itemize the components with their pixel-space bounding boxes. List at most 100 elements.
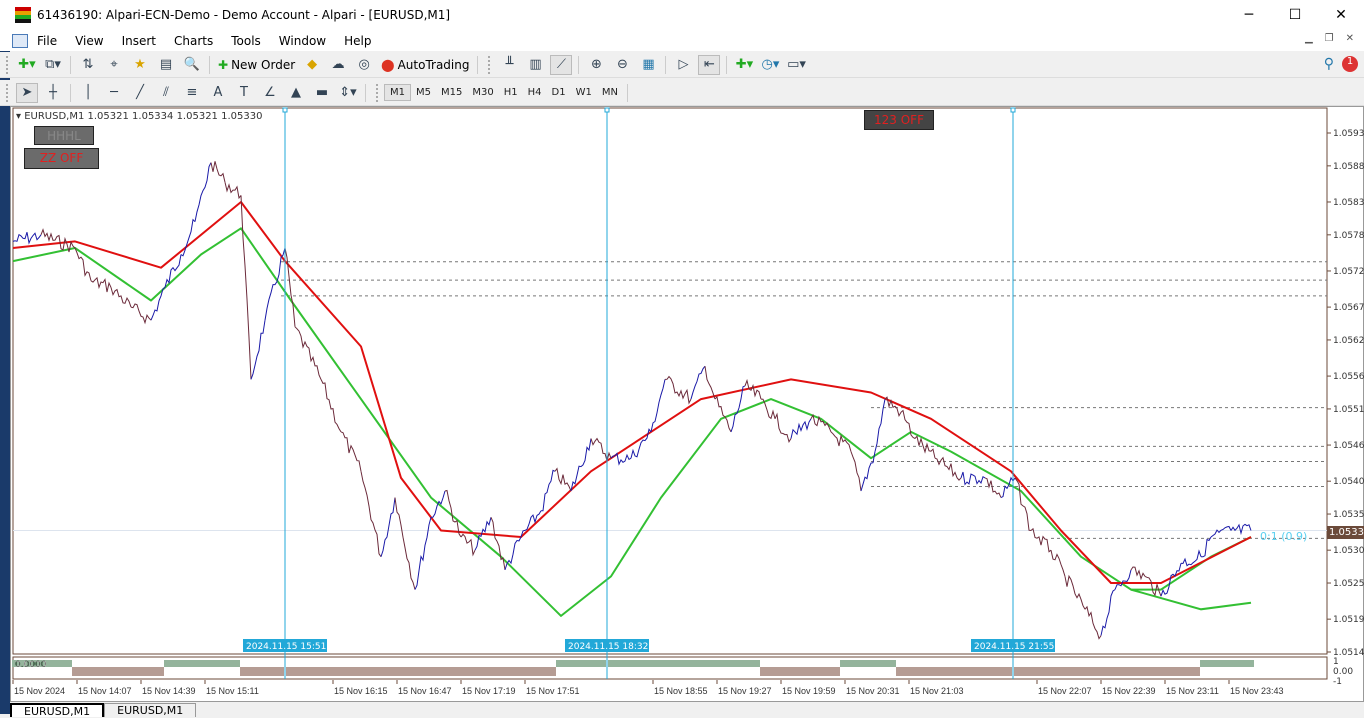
new-order-label: New Order <box>231 57 296 72</box>
tf-m30[interactable]: M30 <box>472 87 494 98</box>
price-segment-down <box>1130 566 1146 581</box>
chart-window-icon[interactable] <box>12 33 28 48</box>
tf-m15[interactable]: M15 <box>441 87 463 98</box>
data-window-icon[interactable]: ⌖ <box>110 57 118 72</box>
vertical-line-handle <box>1010 107 1016 113</box>
menu-file[interactable]: File <box>37 33 58 48</box>
price-segment-up <box>730 385 746 433</box>
tf-mn[interactable]: MN <box>601 87 618 98</box>
tf-w1[interactable]: W1 <box>575 87 592 98</box>
strategy-tester-icon[interactable]: 🔍 <box>183 57 201 72</box>
123-off-button[interactable]: 123 OFF <box>864 110 934 130</box>
chart-shift-icon[interactable]: ⇤ <box>698 54 721 75</box>
new-chart-icon[interactable]: ✚▾ <box>18 57 36 72</box>
time-tick-label: 15 Nov 17:51 <box>526 686 580 696</box>
menu-tools[interactable]: Tools <box>231 33 261 48</box>
price-segment-down <box>1014 477 1032 531</box>
time-tick-label: 15 Nov 19:59 <box>782 686 836 696</box>
menu-view[interactable]: View <box>75 33 104 48</box>
indicators-icon[interactable]: ✚▾ <box>735 57 754 72</box>
tf-h4[interactable]: H4 <box>527 87 542 98</box>
chart-tabs: EURUSD,M1 EURUSD,M1 <box>10 703 197 717</box>
auto-scroll-icon[interactable]: ▷ <box>678 57 689 72</box>
subwindow-axis: 1 0.00 -1 <box>1333 657 1353 687</box>
menu-help[interactable]: Help <box>344 33 372 48</box>
tile-windows-icon[interactable]: ▦ <box>642 57 655 72</box>
fibonacci-icon[interactable]: ≡ <box>186 85 198 100</box>
price-segment-up <box>12 232 42 245</box>
ma-red-line <box>12 201 1252 584</box>
price-segment-up <box>860 451 876 492</box>
crosshair-icon[interactable]: ┼ <box>49 85 57 100</box>
minimize-button[interactable]: ─ <box>1244 7 1254 23</box>
price-tick-label: 1.05145 <box>1333 648 1364 658</box>
text-icon[interactable]: A <box>213 85 223 100</box>
menu-insert[interactable]: Insert <box>121 33 156 48</box>
angle-icon[interactable]: ∠ <box>264 85 276 100</box>
bar-chart-icon[interactable]: ╨ <box>505 57 514 72</box>
mdi-close-icon[interactable]: ✕ <box>1345 33 1354 44</box>
vertical-line-time-bg <box>565 639 649 652</box>
ohlc-readout: EURUSD,M1 1.05321 1.05334 1.05321 1.0533… <box>24 111 263 122</box>
templates-icon[interactable]: ▭▾ <box>787 57 806 72</box>
price-segment-up <box>874 399 886 452</box>
cursor-icon[interactable]: ➤ <box>16 82 38 103</box>
candlestick-icon[interactable]: ▥ <box>529 57 542 72</box>
close-button[interactable]: ✕ <box>1335 7 1347 23</box>
price-segment-down <box>774 412 792 444</box>
hhhl-button[interactable]: HHHL <box>34 126 94 145</box>
zoom-out-icon[interactable]: ⊖ <box>617 57 628 72</box>
menu-window[interactable]: Window <box>278 33 327 48</box>
standard-toolbar: ✚▾ ⧉▾ ⇅ ⌖ ★ ▤ 🔍 ✚ New Order ◆ ☁ ◎ ⬤ AutoTr… <box>0 52 1364 78</box>
price-segment-down <box>704 366 716 400</box>
price-segment-down <box>914 435 936 459</box>
autotrading-button[interactable]: ⬤ AutoTrading <box>377 58 473 72</box>
terminal-icon[interactable]: ▤ <box>159 57 173 72</box>
tf-d1[interactable]: D1 <box>551 87 566 98</box>
text-label-icon[interactable]: T <box>240 85 248 100</box>
signals-icon[interactable]: ◎ <box>358 57 370 72</box>
price-tick-label: 1.05620 <box>1333 336 1364 346</box>
price-tick-label: 1.05195 <box>1333 615 1364 625</box>
line-chart-icon[interactable]: ⟋ <box>550 54 573 75</box>
title-bar: 61436190: Alpari-ECN-Demo - Demo Account… <box>0 0 1364 30</box>
metaeditor-icon[interactable]: ◆ <box>307 57 318 72</box>
rectangle-icon[interactable]: ▬ <box>315 85 329 100</box>
market-watch-icon[interactable]: ⇅ <box>82 57 94 72</box>
price-segment-up <box>1230 523 1252 536</box>
mdi-minimize-icon[interactable]: ▁ <box>1304 33 1313 44</box>
notification-icon[interactable]: 1 <box>1342 56 1358 72</box>
price-segment-up <box>630 428 652 459</box>
mt4-logo-icon <box>15 7 31 23</box>
community-icon[interactable]: ☁ <box>331 57 345 72</box>
time-tick-label: 15 Nov 14:07 <box>78 686 132 696</box>
price-chart[interactable]: 1.05935 1.05885 1.05830 1.05780 1.05725 1.056… <box>11 107 1364 703</box>
chart-window[interactable]: 1.05935 1.05885 1.05830 1.05780 1.05725 1.056… <box>10 106 1364 702</box>
tf-m5[interactable]: M5 <box>416 87 431 98</box>
toolbar-grip[interactable] <box>6 55 10 74</box>
price-tick-label: 1.05670 <box>1333 303 1364 313</box>
search-icon[interactable]: ⚲ <box>1323 56 1334 72</box>
tab-eurusd-m1-2[interactable]: EURUSD,M1 <box>104 703 197 717</box>
periods-icon[interactable]: ◷▾ <box>761 57 780 72</box>
vertical-line-icon[interactable]: │ <box>84 85 92 100</box>
navigator-icon[interactable]: ★ <box>134 57 146 72</box>
new-order-button[interactable]: ✚ New Order <box>214 58 299 72</box>
arrows-icon[interactable]: ⇕▾ <box>339 85 357 100</box>
maximize-button[interactable]: ☐ <box>1288 7 1302 23</box>
ma-green-line-2 <box>1130 588 1252 611</box>
equidistant-channel-icon[interactable]: ⫽ <box>163 85 169 100</box>
tf-h1[interactable]: H1 <box>503 87 518 98</box>
menu-charts[interactable]: Charts <box>174 33 214 48</box>
tab-eurusd-m1[interactable]: EURUSD,M1 <box>10 703 105 717</box>
profiles-icon[interactable]: ⧉▾ <box>45 57 61 72</box>
triangle-icon[interactable]: ▲ <box>291 85 301 100</box>
horizontal-line-icon[interactable]: ─ <box>110 85 118 100</box>
mdi-restore-icon[interactable]: ❐ <box>1324 33 1334 44</box>
zz-off-button[interactable]: ZZ OFF <box>24 148 99 169</box>
tf-m1[interactable]: M1 <box>384 84 411 101</box>
price-segment-up <box>264 247 286 321</box>
zoom-in-icon[interactable]: ⊕ <box>591 57 602 72</box>
vertical-line-handle <box>282 107 288 113</box>
trendline-icon[interactable]: ╱ <box>136 85 144 100</box>
